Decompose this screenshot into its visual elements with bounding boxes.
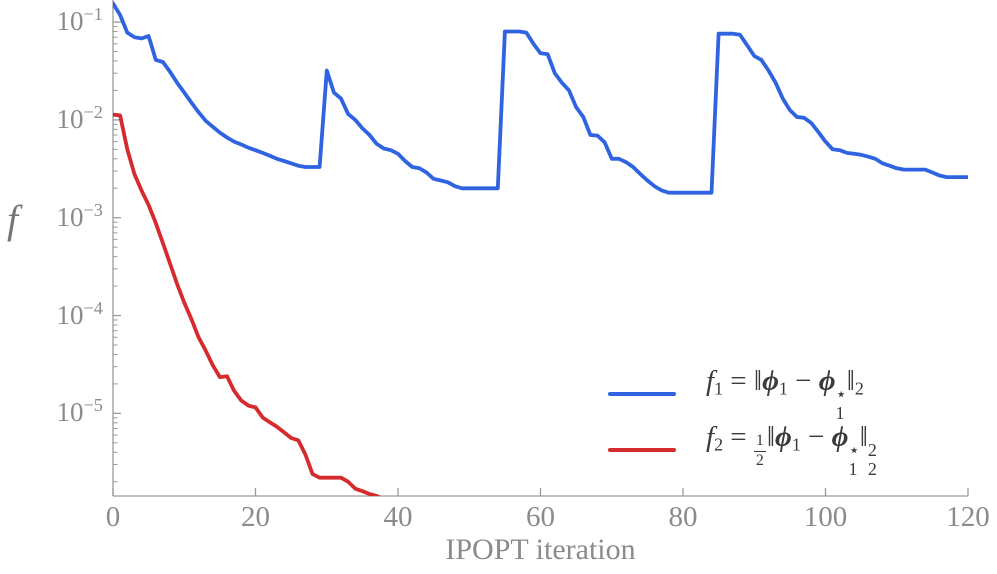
y-tick-label: 10−4 (56, 297, 103, 330)
x-axis-title: IPOPT iteration (445, 533, 636, 566)
legend-math-segment: ‖ (766, 421, 776, 454)
legend-math-segment: ϕ (775, 421, 792, 454)
y-tick-label: 10−5 (56, 395, 103, 428)
legend-math-segment: 2 (854, 378, 864, 399)
y-axis-title: f (7, 197, 19, 242)
legend-math-segment: 1 (791, 434, 801, 455)
y-tick-label: 10−3 (56, 199, 103, 232)
x-tick-label: 120 (946, 501, 990, 533)
legend-math-segment: = (723, 365, 754, 398)
legend-math-segment: − (787, 365, 819, 398)
legend-entry-f2: f2 = 1 2 ‖ϕ1 − ϕ ⋆ 1 ‖ 2 2 (608, 421, 877, 479)
legend-line-sample-f1 (608, 392, 676, 396)
legend-math-segment: 1 (778, 378, 788, 399)
x-tick-label: 100 (803, 501, 848, 533)
x-tick-label: 60 (526, 501, 555, 533)
legend-line-sample-f2 (608, 448, 676, 452)
y-tick-label: 10−2 (56, 101, 103, 134)
legend: f1 = ‖ϕ1 − ϕ ⋆ 1 ‖2 f2 = 1 2 ‖ϕ1 − ϕ ⋆ 1 ‖ 2 2 (608, 365, 877, 479)
legend-math-segment: ⋆ 1 (835, 384, 847, 423)
x-tick-label: 80 (668, 501, 698, 533)
series-f1-line (113, 1, 968, 195)
legend-math-segment: ϕ (831, 421, 849, 454)
legend-math-segment: ϕ (762, 365, 779, 398)
legend-math-segment: f (706, 365, 715, 398)
series-f2-line (113, 112, 382, 496)
legend-math-segment: 1 (714, 378, 724, 399)
legend-math-segment: = (723, 421, 754, 454)
x-tick-label: 0 (105, 501, 121, 533)
legend-math-segment: ⋆ 1 (848, 440, 860, 479)
y-tick-label: 10−1 (56, 4, 103, 37)
legend-entry-f1: f1 = ‖ϕ1 − ϕ ⋆ 1 ‖2 (608, 365, 877, 423)
legend-math-segment: ‖ (753, 365, 763, 398)
legend-label-f2: f2 = 1 2 ‖ϕ1 − ϕ ⋆ 1 ‖ 2 2 (706, 421, 877, 479)
legend-math-segment: 2 (714, 434, 724, 455)
legend-math-segment: ‖ (846, 365, 855, 398)
legend-math-segment: ϕ (818, 365, 836, 398)
legend-math-segment: f (706, 421, 715, 454)
legend-label-f1: f1 = ‖ϕ1 − ϕ ⋆ 1 ‖2 (706, 365, 864, 423)
x-tick-label: 40 (383, 501, 413, 533)
legend-math-segment: ‖ (859, 421, 868, 454)
legend-math-segment: − (800, 421, 832, 454)
x-tick-label: 20 (241, 501, 270, 533)
